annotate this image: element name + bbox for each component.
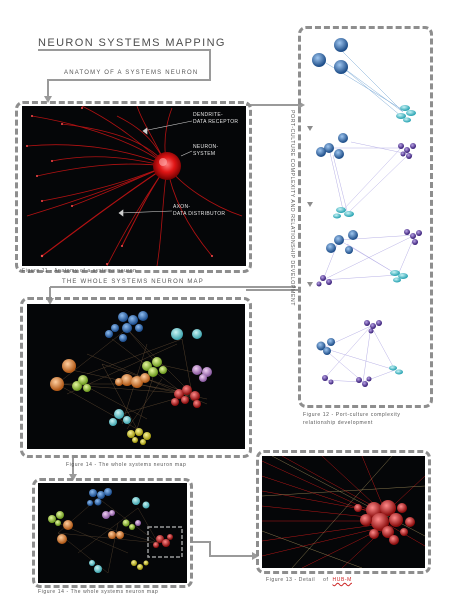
hub-highlight-box [147, 526, 183, 558]
figure-13-caption: Figure 13 - Detail of HUB-M [266, 577, 352, 583]
figure-13-prefix: Figure 13 - Detail [266, 577, 316, 583]
figure-12-caption: Figure 12 - Port-culture complexity rela… [303, 412, 401, 426]
hub-detail-graph [262, 456, 425, 568]
development-frame [298, 26, 433, 408]
development-diagrams [307, 38, 422, 387]
figure-11-caption: Figure 11 - Anatomy of a systems neuron [22, 268, 137, 274]
detail-panel [262, 456, 425, 568]
whole-map-heading: THE WHOLE SYSTEMS NEURON MAP [62, 279, 204, 285]
neuron-body [153, 152, 181, 180]
small-map-frame [32, 478, 193, 588]
whole-map-graph [50, 311, 212, 445]
axon-label: AXON- DATA DISTRIBUTOR [173, 204, 226, 217]
whole-map-panel [27, 304, 245, 449]
hub-link[interactable]: HUB-M [332, 577, 352, 583]
anatomy-frame [15, 101, 252, 273]
small-map-graph [48, 488, 183, 574]
figure-14-caption-large: Figure 14 - The whole systems neuron map [66, 462, 187, 468]
figure-14-caption-small: Figure 14 - The whole systems neuron map [38, 589, 159, 595]
dendrite-label: DENDRITE- DATA RECEPTOR [193, 112, 239, 125]
whole-map-frame [20, 297, 252, 458]
small-map-panel [38, 483, 187, 583]
page-title: NEURON SYSTEMS MAPPING [38, 37, 226, 49]
neuron-illustration [26, 106, 243, 266]
vertical-label: PORT-CULTURE COMPLEXITY AND RELATIONSHIP… [289, 110, 295, 306]
detail-frame [256, 450, 431, 574]
figure-13-of: of [323, 577, 329, 583]
anatomy-subtitle: ANATOMY OF A SYSTEMS NEURON [64, 70, 199, 76]
anatomy-panel: DENDRITE- DATA RECEPTOR NEURON- SYSTEM A… [22, 106, 246, 266]
neuron-label: NEURON- SYSTEM [193, 144, 219, 157]
